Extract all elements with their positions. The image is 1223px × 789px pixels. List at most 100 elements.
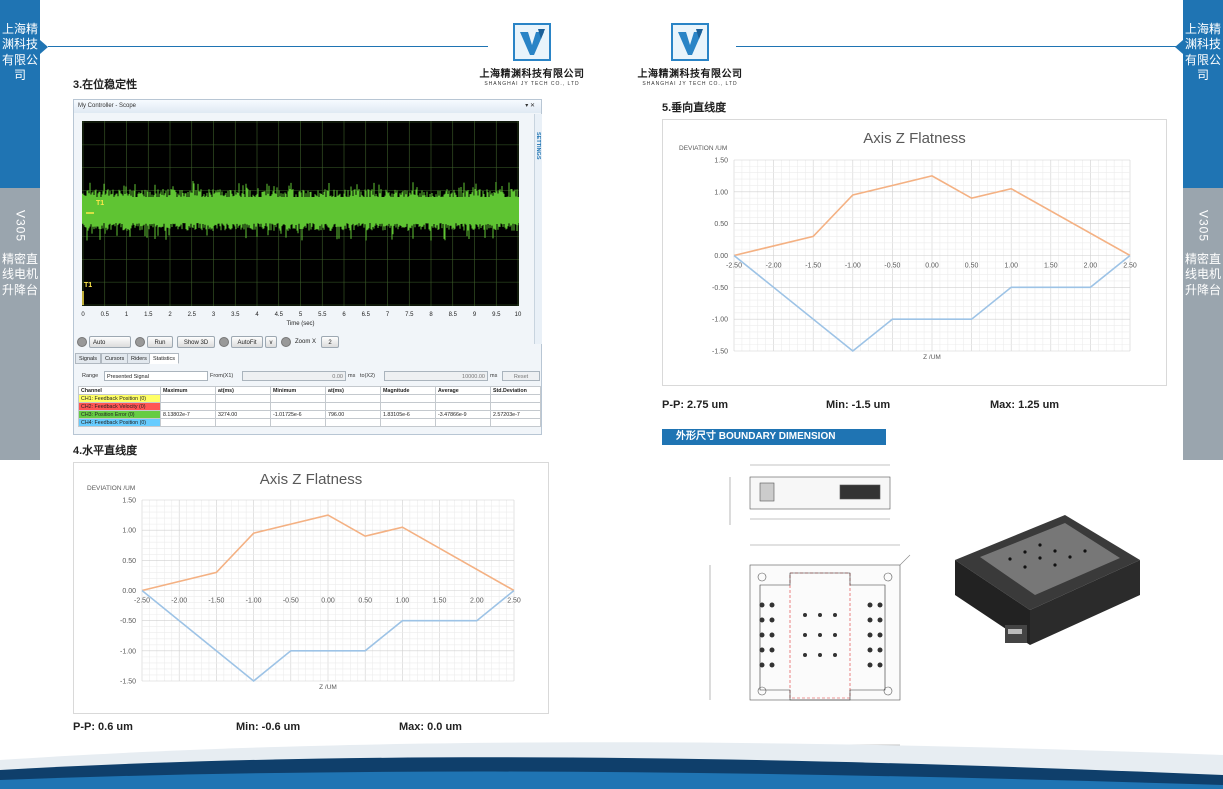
table-row[interactable]: CH1: Feedback Position (0) <box>78 394 541 403</box>
logo-company-name-en: SHANGHAI JY TECH CO., LTD <box>484 81 580 87</box>
boundary-drawings <box>709 464 1140 746</box>
y-tick-label: -0.50 <box>120 618 136 625</box>
boundary-dimension-banner: 外形尺寸 BOUNDARY DIMENSION <box>662 429 886 445</box>
left-side-tab-bottom: V305 精密直线电机升降台 <box>0 188 40 460</box>
left-company-vertical: 上海精渊科技有限公司 <box>1 22 38 83</box>
value-cell <box>435 418 491 427</box>
x-tick-label: 2.5 <box>188 312 197 318</box>
t1-marker-lower: T1 <box>84 282 93 289</box>
settings-label: SETTINGS <box>535 132 541 160</box>
x-tick-label: 10 <box>515 312 522 318</box>
value-cell: -1.01725e-6 <box>270 410 326 419</box>
record-dot-icon[interactable] <box>77 337 87 347</box>
upper-deviation-line <box>141 514 515 592</box>
y-tick-label: 1.50 <box>714 158 728 165</box>
value-cell: -3.47866e-9 <box>435 410 491 419</box>
logo-company-name: 上海精渊科技有限公司 <box>479 69 585 80</box>
table-row[interactable]: CH4: Feedback Position (0) <box>78 418 541 427</box>
y-tick-label: 1.00 <box>714 189 728 196</box>
run-dot-icon <box>135 337 145 347</box>
value-cell <box>435 402 491 411</box>
right-side-tab-bottom: V305 精密直线电机升降台 <box>1183 188 1223 460</box>
tab-signals[interactable]: Signals <box>75 353 102 364</box>
show-3d-button[interactable]: Show 3D <box>177 336 215 348</box>
value-cell <box>380 402 436 411</box>
scope-window-title: My Controller - Scope <box>78 103 137 109</box>
v-pp-value: P-P: 2.75 um <box>662 399 729 411</box>
y-tick-label: -0.50 <box>712 285 728 292</box>
v-max-value: Max: 1.25 um <box>990 399 1060 411</box>
col-at-min: at(ms) <box>325 386 381 395</box>
logo-right: 上海精渊科技有限公司 SHANGHAI JY TECH CO., LTD <box>635 23 745 87</box>
col-channel: Channel <box>78 386 161 395</box>
x-tick-label: -2.00 <box>171 598 187 605</box>
y-tick-label: 0.00 <box>714 253 728 260</box>
channel-cell: CH4: Feedback Position (0) <box>78 418 161 427</box>
x-tick-label: 8.5 <box>449 312 458 318</box>
tab-cursors[interactable]: Cursors <box>101 353 129 364</box>
left-model-code: V305 <box>13 210 28 243</box>
value-cell: 3274.00 <box>215 410 271 419</box>
x-tick-label: 1 <box>125 312 129 318</box>
x-tick-label: 5 <box>299 312 303 318</box>
statistics-table: Channel Maximum at(ms) Minimum at(ms) Ma… <box>78 386 541 427</box>
value-cell <box>490 402 541 411</box>
left-side-tab-top: 上海精渊科技有限公司 <box>0 0 40 188</box>
value-cell <box>490 418 541 427</box>
x-tick-label: 4 <box>255 312 259 318</box>
y-tick-label: 0.50 <box>122 558 136 565</box>
chart-plot: 1.50 1.00 0.50 0.00 -0.50 -1.00 -1.50 -2.50 -2.0… <box>679 145 1137 361</box>
y-tick-label: 0.50 <box>714 221 728 228</box>
x-tick-label: 5.5 <box>318 312 327 318</box>
x-tick-label: 4.5 <box>275 312 284 318</box>
x-tick-label: 8 <box>429 312 433 318</box>
channel-cell: CH1: Feedback Position (0) <box>78 394 161 403</box>
run-button[interactable]: Run <box>147 336 173 348</box>
x-tick-label: 2.00 <box>470 598 484 605</box>
right-side-tab-top: 上海精渊科技有限公司 <box>1183 0 1223 188</box>
settings-panel-tab[interactable]: SETTINGS <box>534 114 542 344</box>
col-magnitude: Magnitude <box>380 386 436 395</box>
table-row[interactable]: CH2: Feedback Velocity (0) <box>78 402 541 411</box>
x-tick-label: 7.5 <box>405 312 414 318</box>
window-controls-icon[interactable]: ▾ ✕ <box>525 103 535 109</box>
table-row[interactable]: CH3: Position Error (0) 8.13802e-7 3274.00… <box>78 410 541 419</box>
x-tick-label: 9.5 <box>492 312 501 318</box>
jy-logo-icon <box>513 23 551 61</box>
section-5-title: 5.垂向直线度 <box>662 102 727 114</box>
x-tick-label: 0.50 <box>965 263 979 270</box>
position-error-signal <box>81 181 519 241</box>
autofit-dropdown[interactable]: v <box>265 336 277 348</box>
y-tick-label: -1.00 <box>120 648 136 655</box>
h-min-value: Min: -0.6 um <box>236 721 301 733</box>
right-model-code: V305 <box>1196 210 1211 243</box>
from-input[interactable]: 0.00 <box>242 371 346 381</box>
tab-riders[interactable]: Riders <box>127 353 151 364</box>
x-tick-label: -1.00 <box>246 598 262 605</box>
lower-deviation-line <box>733 254 1131 353</box>
scope-plot-area[interactable]: T1 T1 <box>81 121 519 306</box>
auto-select[interactable]: Auto <box>89 336 131 348</box>
range-mode-select[interactable]: Presented Signal <box>104 371 208 381</box>
tab-statistics[interactable]: Statistics <box>149 353 180 364</box>
x-tick-label: -0.50 <box>283 598 299 605</box>
lower-deviation-line <box>141 589 515 683</box>
x-tick-label: 0.00 <box>925 263 939 270</box>
bottom-decorative-band <box>0 742 1223 789</box>
chart-title: Axis Z Flatness <box>863 130 966 147</box>
zoom-select[interactable]: 2 <box>321 336 339 348</box>
value-cell <box>325 394 381 403</box>
reset-button[interactable]: Reset <box>502 371 540 381</box>
x-tick-label: -0.50 <box>884 263 900 270</box>
value-cell: 2.57203e-7 <box>490 410 541 419</box>
scope-window: My Controller - Scope ▾ ✕ SETTINGS T1 T1… <box>73 99 542 435</box>
to-input[interactable]: 10000.00 <box>384 371 488 381</box>
autofit-button[interactable]: AutoFit <box>231 336 263 348</box>
y-tick-label: -1.50 <box>120 679 136 686</box>
value-cell <box>490 394 541 403</box>
value-cell <box>435 394 491 403</box>
x-tick-label: 3.5 <box>231 312 240 318</box>
x-tick-label: 9 <box>473 312 477 318</box>
to-label: to(X2) <box>360 373 375 379</box>
x-tick-label: 1.00 <box>396 598 410 605</box>
